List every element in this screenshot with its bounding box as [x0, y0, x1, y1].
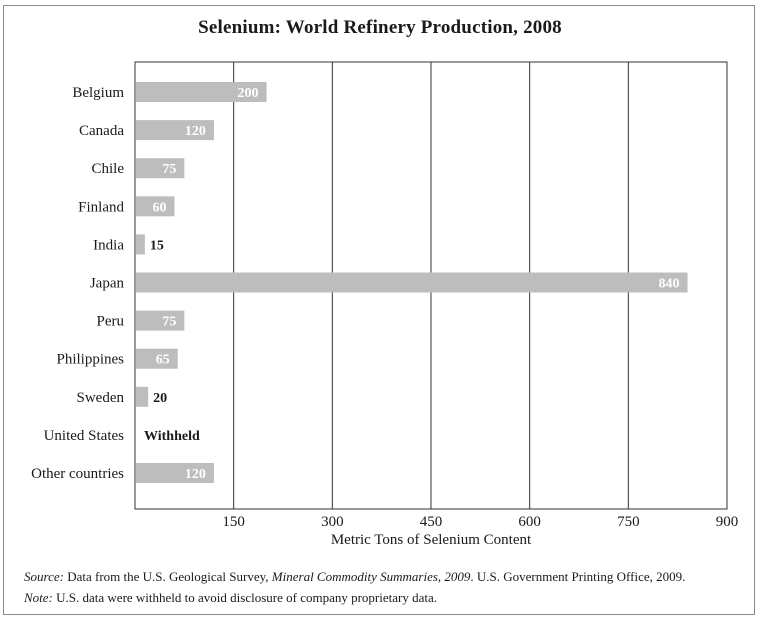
category-label: Other countries [31, 466, 124, 482]
bar [136, 310, 185, 331]
source-publication: Mineral Commodity Summaries, 2009 [271, 569, 471, 584]
source-label: Source: [24, 569, 64, 584]
x-tick-label: 450 [420, 514, 443, 530]
category-label: Philippines [56, 352, 124, 368]
bar-chart: 150 300 450 600 750 900 Metric Tons of Seleniu… [31, 61, 739, 548]
bar [136, 234, 145, 255]
bar [136, 386, 149, 407]
category-label: Canada [79, 123, 124, 139]
category-label: India [93, 237, 124, 253]
bar [136, 272, 688, 293]
note-label: Note: [24, 590, 53, 605]
bar-value-label: 840 [659, 277, 680, 292]
note-text: U.S. data were withheld to avoid disclos… [52, 590, 437, 605]
bar-value-label: 75 [162, 315, 176, 330]
bar-value-label: 60 [152, 200, 166, 215]
source-text-2: . U.S. Government Printing Office, 2009. [470, 569, 686, 584]
x-tick-label: 150 [222, 514, 245, 530]
chart-frame [3, 5, 755, 615]
bar-value-label: Withheld [144, 429, 200, 444]
category-label: Peru [97, 314, 125, 330]
bar [136, 158, 185, 179]
category-label: Japan [90, 276, 125, 292]
bar-value-label: 65 [156, 353, 170, 368]
bar [136, 196, 175, 217]
bar-value-label: 15 [150, 238, 164, 253]
bar [136, 348, 178, 369]
bar [136, 463, 214, 483]
bar-value-label: 200 [238, 86, 259, 101]
bar-value-label: 120 [185, 124, 206, 139]
source-note: Source: Data from the U.S. Geological Su… [24, 566, 685, 587]
x-tick-label: 600 [518, 514, 541, 530]
source-text-1: Data from the U.S. Geological Survey, [63, 569, 272, 584]
bar [136, 120, 214, 141]
x-tick-label: 900 [716, 514, 739, 530]
category-label: Chile [92, 161, 125, 177]
category-label: United States [44, 428, 125, 444]
x-axis-title: Metric Tons of Selenium Content [331, 532, 532, 548]
chart-title: Selenium: World Refinery Production, 200… [198, 17, 562, 38]
chart-notes: Source: Data from the U.S. Geological Su… [24, 566, 685, 608]
withheld-note: Note: U.S. data were withheld to avoid d… [24, 587, 685, 608]
category-label: Belgium [72, 85, 124, 101]
bar [136, 82, 267, 102]
category-label: Finland [78, 199, 124, 215]
bar-value-label: 75 [162, 162, 176, 177]
bar-value-label: 120 [185, 467, 206, 482]
x-tick-label: 300 [321, 514, 344, 530]
x-tick-label: 750 [617, 514, 640, 530]
category-label: Sweden [77, 390, 125, 406]
bar-value-label: 20 [153, 391, 167, 406]
